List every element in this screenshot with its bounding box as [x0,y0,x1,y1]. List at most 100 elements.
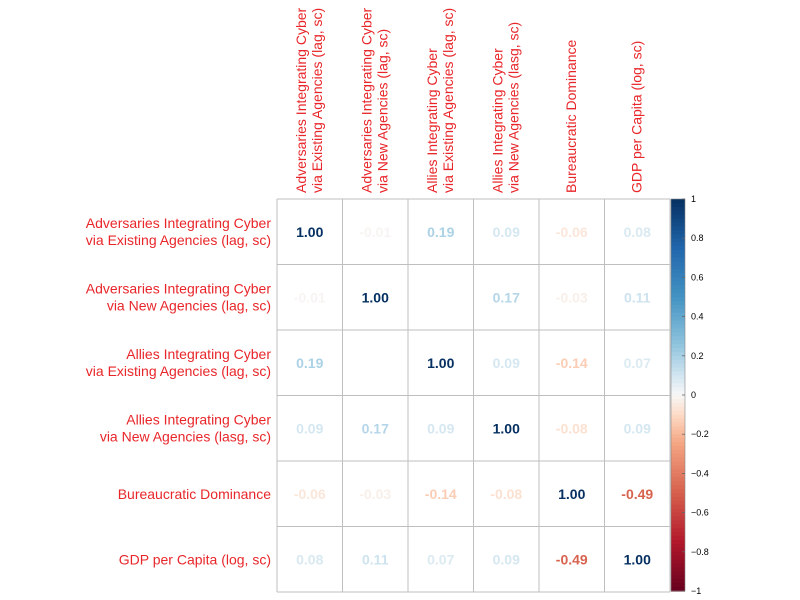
cell-value-0-3: 0.09 [493,224,520,240]
colorbar-segment [671,261,685,267]
colorbar-segment [671,273,685,278]
cell-value-5-3: 0.09 [493,551,520,567]
row-label-2-line1: Allies Integrating Cyber [126,346,271,362]
cell-2-0 [277,330,343,396]
cell-0-2 [408,199,474,265]
cell-value-4-1: -0.03 [359,486,391,502]
colorbar-tick-label: 0.8 [691,233,704,243]
cell-1-5 [604,264,670,330]
colorbar-segment [671,300,685,306]
colorbar-segment [671,547,685,553]
cell-5-3 [473,526,539,592]
colorbar-segment [671,473,685,478]
colorbar-tick-label: −0.2 [691,429,709,439]
cell-3-4 [539,395,605,461]
row-label-1-line2: via New Agencies (lag, sc) [107,297,271,313]
cell-value-0-4: -0.06 [556,224,588,240]
colorbar-segment [671,391,685,396]
col-label-1-line1: Adversaries Integrating Cyber [358,7,374,193]
cell-value-5-0: 0.08 [296,551,323,567]
colorbar-segment [671,414,685,420]
colorbar-segment [671,277,685,282]
cell-value-4-2: -0.14 [425,486,457,502]
cell-4-1 [342,461,408,527]
cell-value-2-5: 0.07 [624,355,651,371]
cell-2-1 [342,330,408,396]
colorbar-segment [671,371,685,376]
colorbar-segment [671,587,685,592]
colorbar-segment [671,332,685,337]
colorbar-segment [671,242,685,247]
cell-1-2 [408,264,474,330]
cell-value-3-1: 0.17 [362,420,389,436]
colorbar-segment [671,555,685,561]
cell-value-3-5: 0.09 [624,420,651,436]
cell-value-2-3: 0.09 [493,355,520,371]
cell-5-5 [604,526,670,592]
colorbar-segment [671,504,685,510]
cell-value-2-4: -0.14 [556,355,588,371]
colorbar-tick-label: 1 [691,194,696,204]
colorbar-segment [671,304,685,310]
cell-1-0 [277,264,343,330]
colorbar-segment [671,367,685,373]
cell-value-5-1: 0.11 [362,551,389,567]
cell-value-1-3: 0.17 [493,289,520,305]
colorbar-segment [671,375,685,380]
colorbar-segment [671,383,685,388]
cell-1-1 [342,264,408,330]
colorbar-segment [671,238,685,243]
col-label-2-line2: via Existing Agencies (lag, sc) [440,8,456,193]
row-label-2-line2: via Existing Agencies (lag, sc) [86,363,271,379]
cell-0-0 [277,199,343,265]
colorbar-tick-label: 0.6 [691,272,704,282]
colorbar-segment [671,438,685,443]
colorbar-segment [671,320,685,326]
cell-0-3 [473,199,539,265]
colorbar-segment [671,214,685,220]
cell-5-4 [539,526,605,592]
cell-3-3 [473,395,539,461]
grid-lines [276,198,671,593]
colorbar-segment [671,453,685,459]
column-labels: Adversaries Integrating Cyber via Existin… [293,7,645,193]
colorbar-segment [671,281,685,286]
cell-value-1-0: -0.01 [294,289,326,305]
cell-0-4 [539,199,605,265]
colorbar-segment [671,210,685,216]
colorbar-segment [671,551,685,557]
row-label-0-line1: Adversaries Integrating Cyber [86,215,272,231]
col-label-2-line1: Allies Integrating Cyber [424,48,440,193]
cell-value-2-2: 1.00 [427,355,454,371]
colorbar-segment [671,520,685,525]
colorbar-segment [671,347,685,353]
col-label-3-line1: Allies Integrating Cyber [489,48,505,193]
cell-value-labels: 1.00 -0.01 0.19 0.09 -0.06 0.08 -0.01 1.00 0.17 -… [294,224,654,568]
colorbar-segment [671,269,685,275]
row-label-3-line1: Allies Integrating Cyber [126,411,271,427]
col-label-3-line2: via New Agencies (lasg, sc) [505,22,521,193]
col-label-4: Bureaucratic Dominance [563,39,579,193]
row-labels: Adversaries Integrating Cyber via Existin… [86,215,272,568]
cell-value-0-2: 0.19 [427,224,454,240]
colorbar-segment [671,379,685,384]
cell-0-1 [342,199,408,265]
cell-value-4-4: 1.00 [558,486,585,502]
colorbar-segment [671,234,685,239]
cell-4-0 [277,461,343,527]
colorbar-segment [671,336,685,341]
colorbar-segment [671,563,685,569]
correlation-cells [277,199,670,592]
colorbar-segment [671,481,685,486]
colorbar-segment [671,465,685,471]
cell-value-4-0: -0.06 [294,486,326,502]
cell-2-5 [604,330,670,396]
colorbar-segment [671,328,685,333]
colorbar-segment [671,230,685,235]
col-label-1-line2: via New Agencies (lag, sc) [374,29,390,193]
cell-value-3-3: 1.00 [493,420,520,436]
cell-4-4 [539,461,605,527]
colorbar-segment [671,469,685,474]
cell-value-1-1: 1.00 [362,289,389,305]
